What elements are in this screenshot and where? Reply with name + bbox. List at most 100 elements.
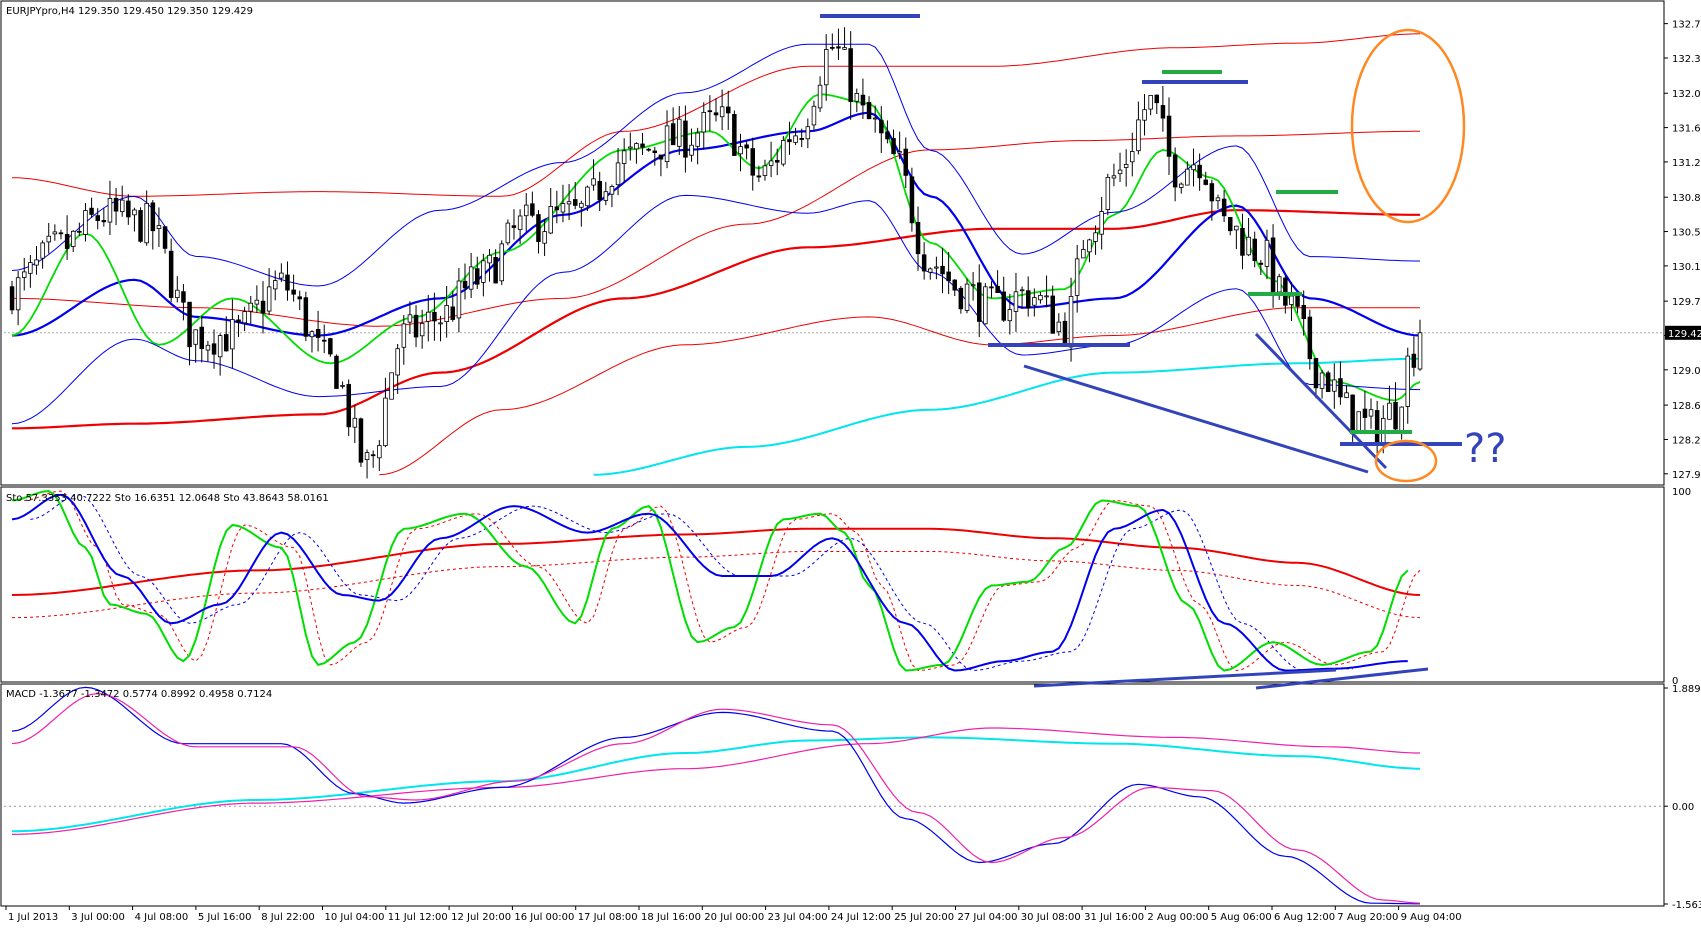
candle-body: [1368, 409, 1374, 417]
candle-body: [1136, 119, 1141, 152]
candle-body: [836, 46, 841, 49]
candle-body: [346, 383, 351, 428]
candle-body: [701, 112, 707, 133]
candle-body: [132, 209, 137, 216]
candle-body: [848, 48, 853, 102]
candle-body: [487, 254, 492, 264]
candle-body: [138, 210, 143, 242]
candle-body: [175, 289, 180, 299]
candle-body: [1374, 410, 1380, 444]
candle-body: [977, 282, 982, 322]
candle-body: [395, 348, 400, 376]
candle-body: [738, 146, 743, 155]
candle-body: [193, 329, 198, 345]
candle-body: [934, 266, 939, 269]
candle-body: [921, 254, 927, 272]
candle-body: [579, 202, 584, 208]
macd-axis-label: 0.00: [1672, 802, 1694, 813]
candle-body: [315, 328, 321, 338]
stochastic-slow-line: [11, 493, 1408, 672]
candle-body: [260, 300, 266, 314]
candle-body: [817, 84, 823, 109]
candle-body: [407, 314, 413, 323]
candle-body: [162, 226, 168, 249]
candle-body: [805, 126, 811, 140]
candle-body: [628, 146, 633, 149]
macd-axis-label: -1.5633: [1672, 900, 1701, 911]
candle-body: [309, 331, 315, 338]
candle-body: [726, 106, 731, 114]
candle-body: [1160, 105, 1166, 119]
candle-body: [689, 144, 694, 156]
stochastic-fast-line: [11, 489, 1409, 672]
candle-body: [272, 280, 278, 290]
candle-body: [1332, 379, 1337, 392]
time-axis-label: 2 Aug 00:00: [1147, 912, 1208, 923]
candle-body: [285, 274, 290, 291]
candle-body: [909, 176, 915, 224]
macd-cyan-line: [12, 736, 1421, 833]
candle-body: [107, 197, 113, 223]
time-axis-label: 20 Jul 00:00: [704, 912, 764, 923]
candle-body: [291, 289, 296, 295]
candle-body: [150, 202, 156, 232]
candle-body: [15, 277, 21, 311]
candle-body: [377, 445, 382, 459]
candle-body: [928, 268, 933, 273]
candle-body: [1148, 95, 1153, 110]
candle-body: [670, 123, 676, 146]
time-axis-label: 30 Jul 08:00: [1021, 912, 1081, 923]
ma-thick-red-line: [12, 209, 1420, 430]
candle-body: [970, 284, 976, 287]
candle-body: [266, 286, 272, 312]
stochastic-fast-signal-line: [24, 490, 1421, 672]
time-axis-label: 27 Jul 04:00: [958, 912, 1018, 923]
candle-body: [242, 311, 247, 324]
candle-body: [1258, 262, 1264, 265]
candle-body: [732, 114, 737, 156]
candle-body: [481, 260, 486, 283]
candle-body: [756, 175, 762, 178]
candle-body: [1166, 115, 1172, 157]
candle-body: [1209, 183, 1215, 202]
candle-body: [872, 117, 878, 120]
candle-body: [952, 279, 958, 291]
candle-body: [1123, 163, 1129, 168]
time-axis-label: 8 Jul 22:00: [261, 912, 315, 923]
candle-body: [389, 372, 394, 400]
candle-body: [964, 283, 970, 311]
candle-body: [683, 120, 688, 158]
candle-body: [854, 93, 860, 102]
candle-body: [1283, 277, 1288, 306]
time-axis-label: 18 Jul 16:00: [641, 912, 701, 923]
candle-body: [462, 280, 468, 289]
candle-body: [438, 322, 443, 325]
candle-body: [554, 206, 560, 211]
candle-body: [217, 335, 223, 358]
candle-body: [860, 94, 866, 106]
candle-body: [750, 148, 756, 176]
candle-body: [187, 301, 192, 348]
candle-body: [144, 202, 149, 244]
candle-body: [1111, 175, 1117, 179]
candle-body: [744, 144, 749, 149]
candle-body: [95, 215, 101, 222]
target-zone-ellipse: [1350, 28, 1466, 224]
candle-body: [52, 231, 58, 235]
candle-body: [879, 120, 884, 134]
time-axis-label: 7 Aug 20:00: [1337, 912, 1398, 923]
symbol-header: EURJPYpro,H4 129.350 129.450 129.350 129…: [6, 6, 253, 17]
candle-body: [493, 256, 498, 284]
price-pane-frame: [0, 0, 1665, 486]
candle-body: [321, 339, 327, 342]
candle-body: [983, 286, 988, 325]
candle-body: [1197, 164, 1202, 179]
price-axis-label: 131.640: [1672, 124, 1701, 135]
candle-body: [915, 221, 921, 255]
candle-body: [1387, 402, 1392, 420]
candle-body: [1142, 109, 1147, 121]
time-axis-label: 4 Jul 08:00: [135, 912, 189, 923]
candle-body: [1087, 239, 1092, 253]
